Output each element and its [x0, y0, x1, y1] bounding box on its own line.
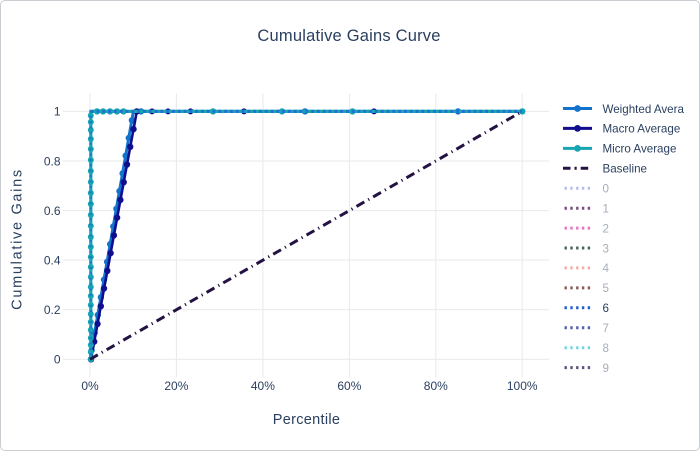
svg-text:Cumulative Gains Curve: Cumulative Gains Curve: [257, 27, 440, 45]
svg-text:9: 9: [603, 362, 609, 375]
svg-text:40%: 40%: [251, 379, 275, 393]
svg-text:Percentile: Percentile: [273, 412, 340, 428]
svg-text:Micro Average: Micro Average: [603, 143, 677, 156]
svg-text:3: 3: [603, 242, 609, 255]
svg-text:Weighted Avera: Weighted Avera: [603, 103, 685, 116]
svg-text:2: 2: [603, 222, 609, 235]
svg-text:Cumulative Gains: Cumulative Gains: [10, 168, 26, 310]
svg-text:Macro Average: Macro Average: [603, 123, 681, 136]
svg-text:60%: 60%: [337, 379, 361, 393]
svg-text:100%: 100%: [507, 379, 538, 393]
svg-text:20%: 20%: [164, 379, 188, 393]
svg-text:5: 5: [603, 282, 609, 295]
svg-text:0: 0: [54, 353, 61, 367]
svg-text:Baseline: Baseline: [603, 163, 647, 176]
svg-text:1: 1: [603, 203, 609, 216]
svg-text:0: 0: [603, 183, 609, 196]
svg-text:6: 6: [603, 302, 609, 315]
svg-text:0%: 0%: [81, 379, 99, 393]
svg-text:8: 8: [603, 342, 609, 355]
svg-text:0.2: 0.2: [44, 303, 61, 317]
svg-text:0.8: 0.8: [44, 154, 61, 168]
svg-text:0.6: 0.6: [44, 204, 61, 218]
svg-text:80%: 80%: [424, 379, 448, 393]
svg-text:4: 4: [603, 262, 610, 275]
svg-text:0.4: 0.4: [44, 253, 61, 267]
svg-text:7: 7: [603, 322, 609, 335]
svg-text:1: 1: [54, 105, 61, 119]
